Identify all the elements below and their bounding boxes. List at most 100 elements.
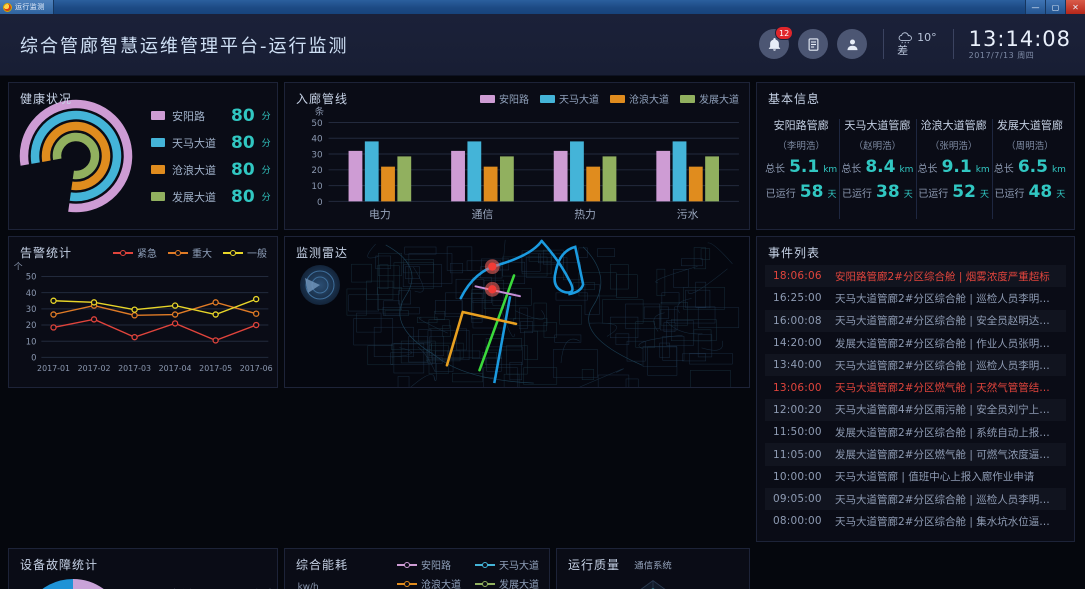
- event-time: 14:20:00: [773, 337, 822, 350]
- runtime-days: 48: [1028, 182, 1053, 202]
- panel-quality-title: 运行质量: [568, 558, 621, 572]
- panel-health: 健康状况 安阳路 80 分天马大道 80 分沧浪大道 80 分发展大道 80 分: [8, 82, 278, 230]
- svg-text:条: 条: [315, 106, 325, 118]
- event-message: 天马大道管廊2#分区综合舱 | 安全员赵明达刷卡进入: [835, 315, 1058, 328]
- line-marker-icon: [475, 580, 495, 588]
- radar-icon[interactable]: [299, 264, 341, 306]
- runtime-days: 58: [799, 182, 824, 202]
- health-legend-item[interactable]: 发展大道 80 分: [151, 187, 271, 207]
- maximize-button[interactable]: ▢: [1045, 0, 1065, 14]
- event-row[interactable]: 11:50:00 发展大道管廊2#分区综合舱 | 系统自动上报巡检结果: [765, 421, 1066, 443]
- alarms-legend: 紧急 重大 一般: [113, 245, 267, 260]
- panel-faults: 设备故障统计 O2探测器CH4探测器H2S探测器投入式液位仪可燃气体探测器温度计…: [8, 548, 278, 589]
- basic-info-column: 沧浪大道管廊 （张明浩） 总长 9.1 km 已运行 52 天: [915, 117, 992, 221]
- panel-basic-info: 基本信息 安阳路管廊 （李明浩） 总长 5.1 km 已运行 58 天天马大道管廊 （赵明浩）总…: [756, 82, 1075, 230]
- event-row[interactable]: 16:00:08 天马大道管廊2#分区综合舱 | 安全员赵明达刷卡进入: [765, 309, 1066, 332]
- notification-badge: 12: [774, 26, 794, 41]
- event-row[interactable]: 09:05:00 天马大道管廊2#分区综合舱 | 巡检人员李明达刷卡进入: [765, 487, 1066, 511]
- legend-label: 紧急: [137, 249, 157, 260]
- length-unit: km: [899, 165, 914, 175]
- energy-legend-item[interactable]: 安阳路: [397, 557, 461, 572]
- event-time: 11:05:00: [773, 448, 822, 461]
- header-divider-2: [952, 29, 954, 60]
- energy-line-chart: 010002000300040005000kw/h2017-012017-022…: [298, 582, 319, 589]
- event-message: 天马大道管廊2#分区燃气舱 | 天然气管管结构有损伤: [835, 382, 1058, 395]
- faults-donut-chart: [42, 579, 104, 589]
- event-message: 发展大道管廊2#分区燃气舱 | 可燃气浓度逼近告警阀值: [835, 449, 1058, 462]
- event-row[interactable]: 13:06:00 天马大道管廊2#分区燃气舱 | 天然气管管结构有损伤: [765, 376, 1066, 398]
- svg-text:通信: 通信: [472, 208, 494, 221]
- svg-text:污水: 污水: [677, 208, 699, 221]
- length-label: 总长: [917, 164, 938, 175]
- basic-info-columns: 安阳路管廊 （李明浩） 总长 5.1 km 已运行 58 天天马大道管廊 （赵明浩） 总长 8.4 k…: [757, 83, 1074, 229]
- event-row[interactable]: 13:40:00 天马大道管廊2#分区综合舱 | 巡检人员李明达由井盖离开: [765, 354, 1066, 377]
- legend-label: 安阳路: [499, 95, 529, 106]
- length-unit: km: [975, 165, 990, 175]
- health-legend-item[interactable]: 天马大道 80 分: [151, 133, 271, 153]
- bell-icon[interactable]: 12: [759, 26, 794, 60]
- svg-text:10: 10: [26, 336, 37, 346]
- svg-text:热力: 热力: [574, 208, 596, 221]
- weather-widget: 10° 差: [897, 31, 937, 59]
- length-value: 6.5: [1017, 157, 1048, 177]
- panel-pipelines-title: 入廊管线: [296, 92, 349, 106]
- clock-time: 13:14:08: [968, 26, 1071, 51]
- svg-text:40: 40: [26, 288, 37, 298]
- health-item-score: 80: [231, 105, 255, 126]
- health-item-name: 安阳路: [172, 109, 205, 123]
- event-time: 13:06:00: [773, 381, 822, 394]
- pipelines-legend-item[interactable]: 发展大道: [680, 91, 739, 106]
- panel-alarms-title: 告警统计: [20, 246, 73, 260]
- alarms-legend-item[interactable]: 紧急: [113, 245, 157, 260]
- minimize-button[interactable]: —: [1025, 0, 1045, 14]
- pipelines-legend-item[interactable]: 安阳路: [480, 91, 529, 106]
- event-message: 天马大道管廊2#分区综合舱 | 巡检人员李明达刷卡进入: [835, 292, 1058, 305]
- dashboard-row-3: 设备故障统计 O2探测器CH4探测器H2S探测器投入式液位仪可燃气体探测器温度计…: [8, 548, 1077, 589]
- event-row[interactable]: 18:06:06 安阳路管廊2#分区综合舱 | 烟雾浓度严重超标: [765, 265, 1066, 288]
- svg-text:0: 0: [317, 198, 323, 208]
- alarms-legend-item[interactable]: 重大: [168, 245, 212, 260]
- corridor-owner: （李明浩）: [777, 141, 825, 152]
- svg-text:10: 10: [311, 182, 323, 192]
- event-message: 发展大道管廊2#分区综合舱 | 系统自动上报巡检结果: [835, 426, 1058, 439]
- event-message: 天马大道管廊 | 值班中心上报入廊作业申请: [835, 471, 1035, 484]
- dashboard-row-2: 告警统计 紧急 重大 一般 0 10 20 30 40 50 个 2017-01 2017-02 20…: [8, 236, 1077, 542]
- report-icon[interactable]: [798, 29, 829, 60]
- pipelines-legend-item[interactable]: 沧浪大道: [610, 91, 669, 106]
- line-marker-icon: [475, 561, 495, 569]
- event-row[interactable]: 16:25:00 天马大道管廊2#分区综合舱 | 巡检人员李明达刷卡进入: [765, 287, 1066, 309]
- svg-text:电力: 电力: [369, 208, 391, 221]
- close-button[interactable]: ✕: [1065, 0, 1085, 14]
- event-row[interactable]: 10:00:00 天马大道管廊 | 值班中心上报入廊作业申请: [765, 466, 1066, 488]
- panel-faults-title: 设备故障统计: [20, 558, 99, 572]
- health-item-score: 80: [231, 186, 255, 207]
- window-tab[interactable]: 运行监测: [0, 0, 54, 14]
- event-row[interactable]: 08:00:00 天马大道管廊2#分区综合舱 | 集水坑水位逼近水位告警线: [765, 510, 1066, 532]
- event-row[interactable]: 12:00:20 天马大道管廊4#分区雨污舱 | 安全员刘宁上传报告: [765, 398, 1066, 422]
- line-marker-icon: [397, 561, 417, 569]
- energy-legend-item[interactable]: 沧浪大道: [397, 576, 461, 589]
- event-row[interactable]: 11:05:00 发展大道管廊2#分区燃气舱 | 可燃气浓度逼近告警阀值: [765, 443, 1066, 466]
- app-header: 综合管廊智慧运维管理平台-运行监测 12: [0, 14, 1085, 76]
- os-title-bar: 运行监测 — ▢ ✕: [0, 0, 1085, 14]
- user-icon[interactable]: [837, 29, 868, 60]
- energy-legend-item[interactable]: 天马大道: [475, 557, 539, 572]
- energy-legend-item[interactable]: 发展大道: [475, 576, 539, 589]
- event-list[interactable]: 18:06:06 安阳路管廊2#分区综合舱 | 烟雾浓度严重超标 16:25:00 天…: [765, 265, 1066, 535]
- alarms-line-chart: 0 10 20 30 40 50个 2017-01 2017-02 2017-03 2017-04…: [14, 262, 273, 374]
- panel-events: 事件列表 18:06:06 安阳路管廊2#分区综合舱 | 烟雾浓度严重超标 16:2…: [756, 236, 1075, 542]
- svg-text:0: 0: [31, 353, 36, 363]
- svg-text:2017-05: 2017-05: [199, 364, 232, 373]
- alarms-legend-item[interactable]: 一般: [223, 245, 267, 260]
- event-message: 安阳路管廊2#分区综合舱 | 烟雾浓度严重超标: [835, 270, 1050, 283]
- event-row[interactable]: 14:20:00 发展大道管廊2#分区综合舱 | 作业人员张明达刷卡进入: [765, 332, 1066, 354]
- legend-label: 发展大道: [499, 580, 539, 589]
- pipelines-legend-item[interactable]: 天马大道: [540, 91, 599, 106]
- event-time: 10:00:00: [773, 470, 822, 483]
- health-legend-item[interactable]: 沧浪大道 80 分: [151, 160, 271, 180]
- legend-label: 天马大道: [499, 561, 539, 572]
- panel-map[interactable]: 监测雷达: [284, 236, 750, 388]
- header-actions: 12 10° 差: [750, 26, 1071, 61]
- health-legend-item[interactable]: 安阳路 80 分: [151, 106, 271, 126]
- city-map[interactable]: [285, 237, 749, 387]
